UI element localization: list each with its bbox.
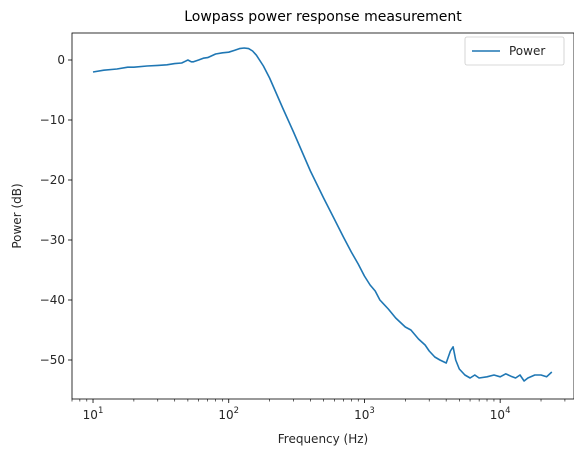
- legend-label-power: Power: [509, 44, 545, 58]
- axes-frame: [71, 32, 574, 400]
- y-tick-label: −10: [40, 113, 65, 127]
- y-tick-label: −40: [40, 293, 65, 307]
- y-tick-label: 0: [57, 53, 65, 67]
- y-axis-ticks: 0 −10 −20 −30 −40 −50: [40, 53, 72, 367]
- plot-area: [92, 47, 553, 382]
- x-axis-ticks: 101 102 103 104: [71, 399, 566, 422]
- legend-box: [464, 36, 565, 66]
- x-tick-label: 103: [354, 406, 375, 422]
- x-tick-label: 101: [83, 406, 104, 422]
- legend: Power: [464, 36, 565, 66]
- y-tick-label: −30: [40, 233, 65, 247]
- x-tick-label: 102: [218, 406, 239, 422]
- chart-title: Lowpass power response measurement: [184, 9, 462, 25]
- y-tick-label: −20: [40, 173, 65, 187]
- y-axis-label: Power (dB): [10, 183, 24, 248]
- y-tick-label: −50: [40, 353, 65, 367]
- x-axis-label: Frequency (Hz): [278, 432, 369, 446]
- x-tick-label: 104: [490, 406, 511, 422]
- series-line-power: [92, 47, 553, 382]
